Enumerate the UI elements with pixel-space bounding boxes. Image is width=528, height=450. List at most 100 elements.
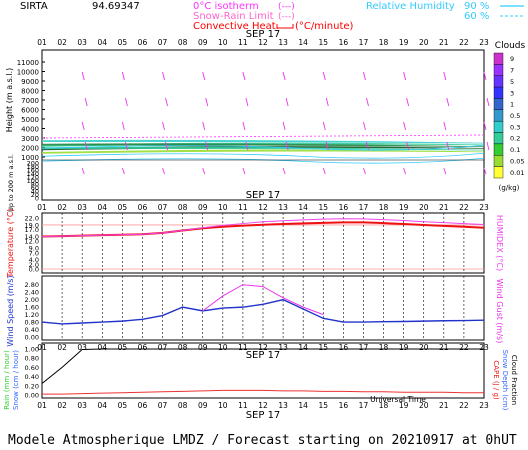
hour-label-2: 03 bbox=[77, 203, 87, 212]
hour-label-3: 08 bbox=[178, 343, 188, 352]
wind-barb bbox=[486, 141, 490, 151]
rain-tick: 0.80 bbox=[25, 355, 39, 363]
height-tick-lower: 0 bbox=[35, 195, 39, 203]
hour-label-3: 17 bbox=[359, 343, 369, 352]
legend-label: Snow-Rain Limit bbox=[193, 11, 274, 22]
wind-tick: 1.60 bbox=[25, 304, 39, 312]
humidity-60: 60 % bbox=[464, 11, 489, 22]
hour-label-2: 02 bbox=[57, 203, 67, 212]
height-axis-label-lower: Up to 200 m a.s.l. bbox=[7, 154, 15, 212]
hour-label-top: 09 bbox=[198, 38, 208, 47]
hour-label-top: 14 bbox=[298, 38, 308, 47]
hour-label-bottom: 19 bbox=[399, 401, 409, 410]
colorbar-cell bbox=[493, 143, 504, 156]
wind-barb bbox=[443, 71, 447, 81]
colorbar-unit: (g/kg) bbox=[499, 184, 520, 192]
height-tick-lower: 160 bbox=[27, 167, 39, 175]
colorbar-cell bbox=[493, 132, 504, 145]
hour-label-3: 22 bbox=[459, 343, 469, 352]
wind-barb bbox=[285, 97, 289, 107]
cloud-band bbox=[42, 149, 484, 154]
wind-speed-axis-label: Wind Speed (m/s) bbox=[6, 275, 15, 346]
hour-label-3: 11 bbox=[238, 343, 248, 352]
wind-barb-low bbox=[202, 167, 206, 175]
date-label: SEP 17 bbox=[246, 190, 281, 201]
hour-label-bottom: 03 bbox=[77, 401, 87, 410]
forecast-footer: Modele Atmospherique LMDZ / Forecast sta… bbox=[8, 433, 517, 448]
wind-barb bbox=[285, 141, 289, 151]
hour-label-2: 15 bbox=[318, 203, 328, 212]
hour-label-3: 13 bbox=[278, 343, 288, 352]
height-tick: 1000 bbox=[21, 154, 39, 162]
hour-label-top: 15 bbox=[318, 38, 328, 47]
cape-axis-label: CAPE (J / g) bbox=[492, 360, 500, 400]
legend-label: 0°C isotherm bbox=[193, 1, 259, 12]
wind-barb bbox=[325, 141, 329, 151]
hour-label-3: 03 bbox=[77, 343, 87, 352]
hour-label-3: 02 bbox=[57, 343, 67, 352]
humidex-line bbox=[41, 218, 485, 238]
wind-barb bbox=[366, 141, 369, 151]
hour-label-bottom: 07 bbox=[158, 401, 168, 410]
hour-label-top: 16 bbox=[339, 38, 349, 47]
hour-label-bottom: 01 bbox=[37, 401, 47, 410]
hour-label-2: 04 bbox=[97, 203, 107, 212]
wind-barb bbox=[205, 97, 209, 107]
wind-barb bbox=[84, 97, 88, 107]
colorbar-tick: 3 bbox=[510, 89, 514, 97]
rain-tick: 0.40 bbox=[25, 373, 39, 381]
colorbar-title: Clouds bbox=[495, 41, 526, 51]
wind-barb bbox=[403, 71, 407, 81]
hour-label-bottom: 23 bbox=[479, 401, 489, 410]
wind-barb bbox=[282, 121, 286, 131]
height-tick: 11000 bbox=[17, 59, 39, 67]
hour-label-bottom: 22 bbox=[459, 401, 469, 410]
legend-sample-snow: (---) bbox=[278, 12, 295, 22]
hour-label-top: 02 bbox=[57, 38, 67, 47]
universal-time-label: Universal Time bbox=[370, 395, 426, 404]
hour-label-3: 10 bbox=[218, 343, 228, 352]
hour-label-top: 13 bbox=[278, 38, 288, 47]
hour-label-top: 17 bbox=[359, 38, 369, 47]
height-tick: 9000 bbox=[21, 78, 39, 86]
colorbar-tick: 5 bbox=[510, 78, 514, 86]
wind-speed-line bbox=[41, 298, 485, 325]
humidex-axis-label: HUMIDEX (°C) bbox=[495, 215, 504, 271]
hour-label-top: 20 bbox=[419, 38, 429, 47]
hour-label-top: 12 bbox=[258, 38, 268, 47]
hour-label-bottom: 21 bbox=[439, 401, 449, 410]
hour-label-top: 23 bbox=[479, 38, 489, 47]
colorbar-tick: 9 bbox=[510, 55, 514, 63]
hour-label-2: 19 bbox=[399, 203, 409, 212]
wind-barb bbox=[443, 121, 447, 131]
colorbar-cell bbox=[493, 75, 504, 88]
height-tick-lower: 20 bbox=[31, 191, 39, 199]
height-tick: 7000 bbox=[21, 97, 39, 105]
height-axis-label: Height (m a.s.l.) bbox=[5, 68, 14, 133]
wind-barb bbox=[483, 121, 487, 131]
humidity-contour bbox=[41, 157, 485, 164]
wind-tick: 2.80 bbox=[25, 281, 39, 289]
wind-barb bbox=[366, 97, 369, 107]
colorbar-cell bbox=[493, 120, 504, 133]
hour-label-2: 05 bbox=[118, 203, 128, 212]
hour-label-bottom: 10 bbox=[218, 401, 228, 410]
hour-label-2: 21 bbox=[439, 203, 449, 212]
hour-label-2: 12 bbox=[258, 203, 268, 212]
height-tick-lower: 200 bbox=[27, 160, 39, 168]
temperature-tick: 14.0 bbox=[25, 233, 39, 241]
height-tick: 6000 bbox=[21, 107, 39, 115]
wind-barb bbox=[282, 71, 286, 81]
wind-tick: 2.40 bbox=[25, 289, 39, 297]
hour-label-3: 14 bbox=[298, 343, 308, 352]
hour-label-2: 23 bbox=[479, 203, 489, 212]
hour-label-3: 18 bbox=[379, 343, 389, 352]
height-tick: 8000 bbox=[21, 88, 39, 96]
height-tick: 10000 bbox=[17, 69, 39, 77]
hour-label-top: 04 bbox=[97, 38, 107, 47]
hour-label-bottom: 09 bbox=[198, 401, 208, 410]
hour-label-3: 07 bbox=[158, 343, 168, 352]
rain-axis-label: Rain (mm / hour) bbox=[3, 350, 11, 410]
hour-label-2: 16 bbox=[339, 203, 349, 212]
